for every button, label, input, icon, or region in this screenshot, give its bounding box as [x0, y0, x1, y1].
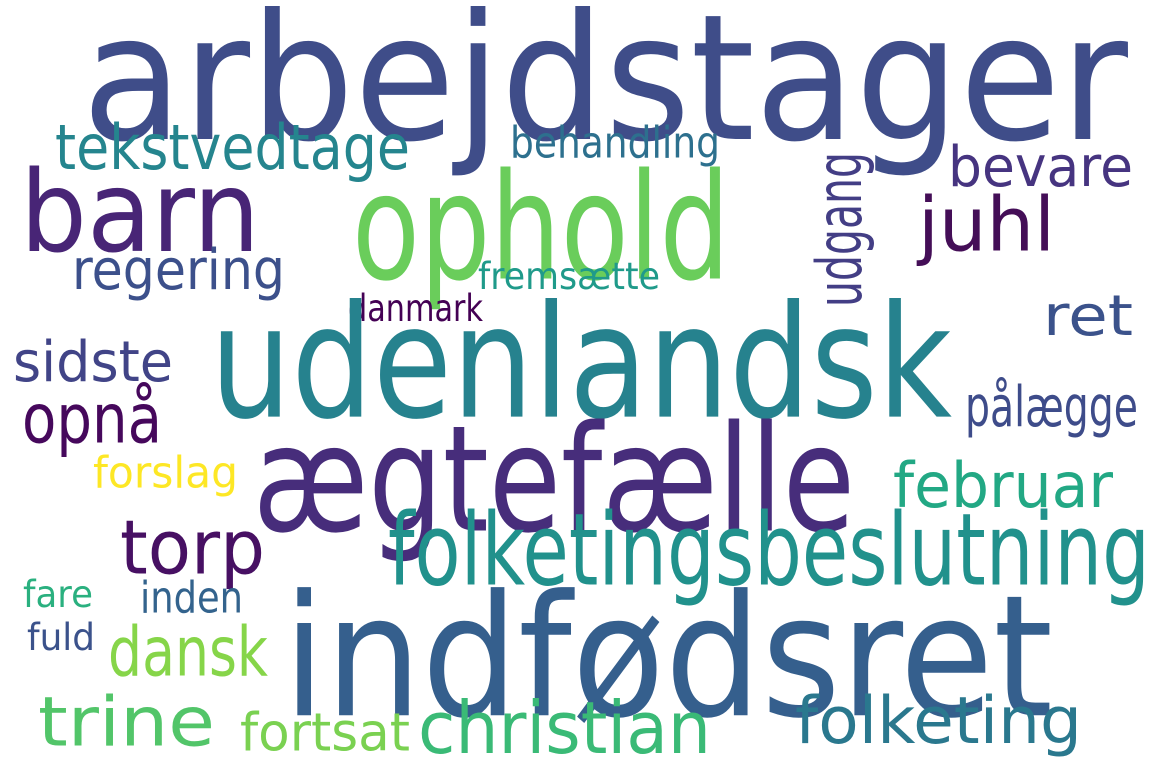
- word-behandling: behandling: [510, 117, 720, 169]
- word-bevare: bevare: [948, 135, 1133, 201]
- word-opna: opnå: [22, 380, 162, 460]
- word-fare: fare: [23, 572, 93, 617]
- word-dansk: dansk: [108, 613, 268, 693]
- word-udenlandsk: udenlandsk: [210, 271, 952, 454]
- word-juhl: juhl: [918, 181, 1055, 269]
- word-danmark: danmark: [348, 286, 483, 331]
- word-barn: barn: [20, 147, 260, 279]
- word-palaegge: pålægge: [965, 375, 1138, 441]
- word-ophold: ophold: [352, 141, 730, 314]
- word-tekstvedtage: tekstvedtage: [55, 110, 410, 184]
- word-trine: trine: [38, 683, 215, 763]
- word-torp: torp: [120, 504, 265, 592]
- word-arbejdstager: arbejdstager: [82, 0, 1128, 181]
- word-ret: ret: [1043, 284, 1133, 350]
- word-forslag: forslag: [93, 447, 238, 499]
- word-regering: regering: [72, 238, 285, 304]
- word-sidste: sidste: [13, 330, 173, 396]
- word-inden: inden: [140, 572, 243, 624]
- word-folketingsbeslutning: folketingsbeslutning: [388, 491, 1150, 609]
- word-folketing: folketing: [795, 683, 1082, 760]
- word-fremsaette: fremsætte: [478, 254, 660, 299]
- word-fortsat: fortsat: [240, 702, 410, 764]
- word-februar: februar: [893, 448, 1113, 522]
- word-indfoedsret: indfødsret: [283, 559, 1053, 756]
- word-fuld: fuld: [27, 615, 95, 660]
- word-aegtefaelle: ægtefælle: [253, 393, 855, 566]
- word-christian: christian: [418, 686, 711, 770]
